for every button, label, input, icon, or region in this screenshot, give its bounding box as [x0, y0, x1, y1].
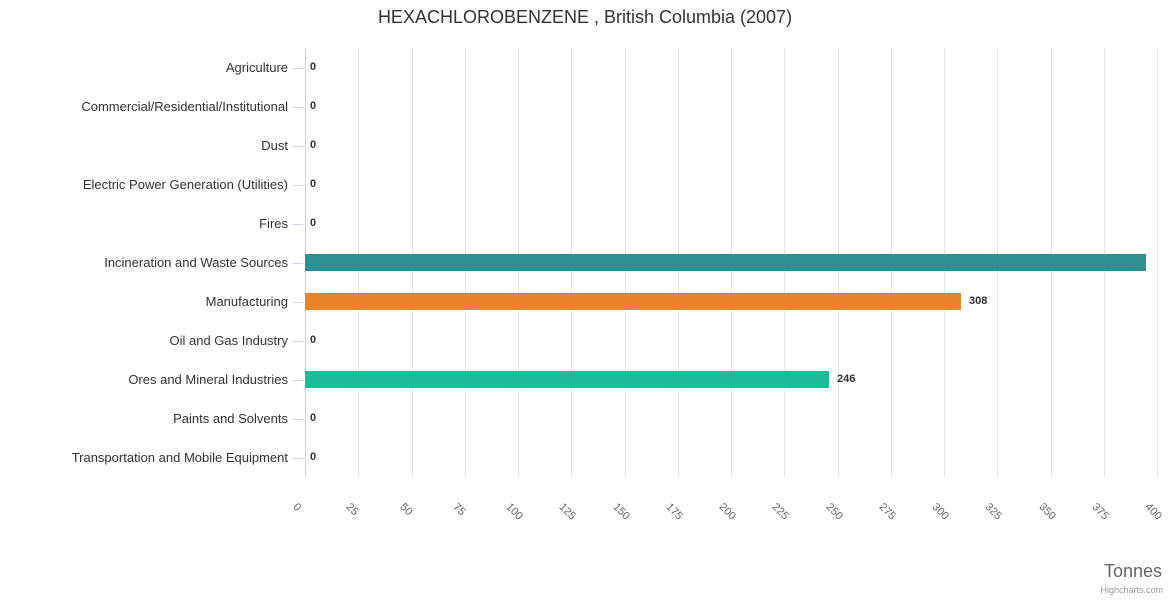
- category-label: Oil and Gas Industry: [169, 332, 289, 348]
- highcharts-credit-link[interactable]: Highcharts.com: [1100, 585, 1163, 595]
- category-label: Dust: [261, 137, 288, 153]
- category-tick-mark: [293, 340, 303, 342]
- x-tick-label: 0: [290, 501, 304, 514]
- category-label: Commercial/Residential/Institutional: [81, 98, 288, 114]
- category-label: Electric Power Generation (Utilities): [82, 176, 288, 192]
- x-tick-label: 275: [876, 501, 898, 523]
- bar[interactable]: [305, 371, 829, 388]
- category-label: Incineration and Waste Sources: [104, 254, 288, 270]
- x-tick-label: 200: [716, 501, 738, 523]
- data-label: 0: [310, 411, 317, 424]
- category-tick-mark: [293, 379, 303, 381]
- x-tick-label: 300: [929, 501, 951, 523]
- x-tick-label: 150: [610, 501, 632, 523]
- x-tick-label: 325: [982, 501, 1005, 523]
- chart-title: HEXACHLOROBENZENE , British Columbia (20…: [377, 7, 793, 27]
- category-label: Paints and Solvents: [173, 410, 288, 426]
- x-tick-label: 250: [823, 501, 845, 523]
- x-tick-label: 225: [769, 501, 792, 523]
- gridline: [1157, 48, 1158, 477]
- data-label: 0: [310, 333, 317, 346]
- category-label: Transportation and Mobile Equipment: [71, 449, 288, 465]
- category-label: Fires: [259, 215, 288, 231]
- x-tick-label: 375: [1089, 501, 1111, 523]
- data-label: 0: [310, 450, 317, 463]
- x-tick-label: 400: [1142, 501, 1164, 523]
- data-label: 308: [969, 294, 988, 307]
- x-tick-label: 25: [343, 501, 361, 519]
- bar[interactable]: [305, 293, 962, 310]
- category-tick-mark: [293, 301, 303, 303]
- data-label: 0: [310, 99, 317, 112]
- x-tick-label: 50: [397, 501, 415, 519]
- x-tick-label: 125: [556, 501, 579, 523]
- data-label: 0: [310, 177, 317, 190]
- bar[interactable]: [305, 254, 1147, 271]
- data-label: 0: [310, 60, 317, 73]
- category-tick-mark: [293, 106, 303, 108]
- x-tick-label: 100: [503, 501, 525, 523]
- category-tick-mark: [293, 418, 303, 420]
- category-label: Agriculture: [225, 59, 288, 75]
- category-tick-mark: [293, 457, 303, 459]
- x-axis-title: Tonnes: [1103, 561, 1162, 581]
- category-label: Manufacturing: [205, 293, 288, 309]
- data-label: 0: [310, 216, 317, 229]
- data-label: 0: [310, 138, 317, 151]
- category-tick-mark: [293, 223, 303, 225]
- category-tick-mark: [293, 67, 303, 69]
- category-label: Ores and Mineral Industries: [128, 371, 288, 387]
- category-tick-mark: [293, 184, 303, 186]
- category-tick-mark: [293, 262, 303, 264]
- x-tick-label: 75: [450, 501, 468, 519]
- category-tick-mark: [293, 145, 303, 147]
- data-label: 246: [836, 372, 856, 385]
- x-tick-label: 350: [1036, 501, 1058, 523]
- x-tick-label: 175: [663, 501, 685, 523]
